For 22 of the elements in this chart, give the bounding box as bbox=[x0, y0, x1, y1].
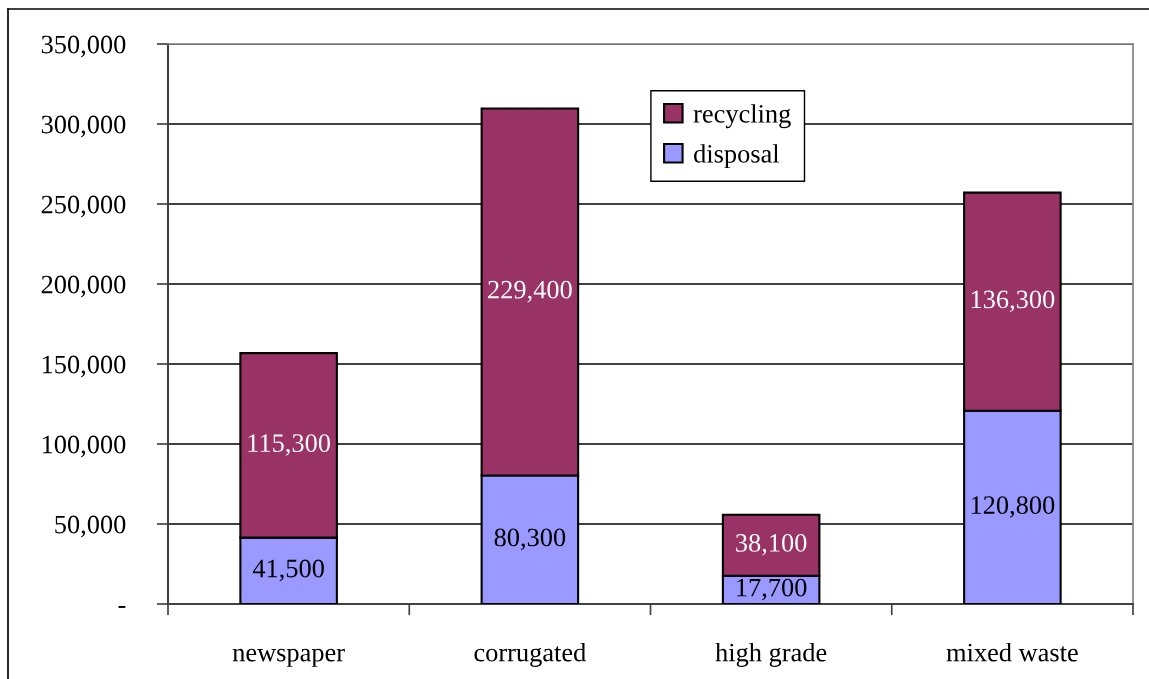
data-label: 229,400 bbox=[488, 280, 572, 303]
data-label: 17,700 bbox=[737, 578, 807, 601]
y-tick-label: 100,000 bbox=[42, 435, 126, 458]
data-label: 38,100 bbox=[736, 534, 807, 556]
x-tick-label: newspaper bbox=[232, 648, 345, 667]
legend-label: recycling bbox=[693, 104, 791, 129]
data-label: 41,500 bbox=[252, 559, 324, 582]
data-label: 115,300 bbox=[248, 434, 331, 456]
x-tick-label: high grade bbox=[715, 642, 827, 667]
x-tick-label: corrugated bbox=[474, 642, 586, 667]
x-tick-label: mixed waste bbox=[946, 642, 1078, 662]
data-label: 136,300 bbox=[971, 290, 1055, 313]
data-label: 120,800 bbox=[971, 496, 1055, 518]
y-tick-label: 300,000 bbox=[41, 115, 126, 138]
y-tick-label: 200,000 bbox=[41, 275, 126, 298]
legend-label: disposal bbox=[694, 144, 780, 169]
data-label: 80,300 bbox=[494, 528, 566, 551]
y-tick-label: - bbox=[118, 605, 126, 608]
y-tick-label: 150,000 bbox=[42, 355, 126, 378]
y-tick-label: 350,000 bbox=[41, 35, 126, 58]
y-tick-label: 250,000 bbox=[41, 195, 126, 218]
y-tick-label: 50,000 bbox=[55, 515, 126, 538]
